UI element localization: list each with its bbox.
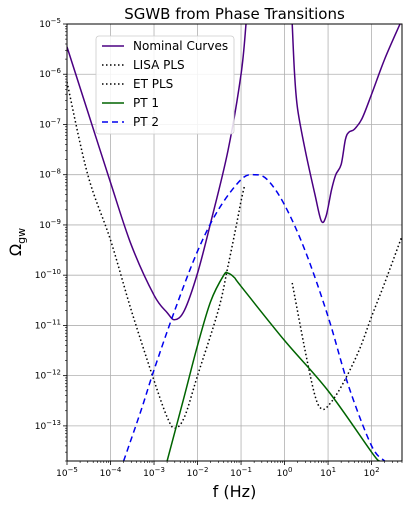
x-axis-label: f (Hz) <box>213 482 257 501</box>
x-tick-label: 10−4 <box>100 466 122 479</box>
x-tick-label-exponent: −3 <box>155 466 165 474</box>
y-tick-label: 10−6 <box>39 67 61 80</box>
x-tick-label: 102 <box>364 466 380 479</box>
x-tick-label-base: 10 <box>56 469 68 479</box>
y-tick-label-base: 10 <box>39 171 51 181</box>
x-tick-label: 10−3 <box>143 466 165 479</box>
y-tick-label-exponent: −10 <box>46 268 61 276</box>
series-line <box>166 271 380 461</box>
ticks: 10−5 10−4 10−3 10−2 10−1 100 101 10210−1310−121… <box>35 17 403 479</box>
x-tick-label-exponent: −1 <box>242 466 252 474</box>
y-tick-label-exponent: −13 <box>46 419 61 427</box>
x-tick-label-exponent: 2 <box>375 466 379 474</box>
y-tick-label-exponent: −8 <box>51 168 61 176</box>
y-tick-label: 10−9 <box>39 218 61 231</box>
series-lisa-pls <box>67 81 246 429</box>
x-tick-label: 100 <box>277 466 293 479</box>
chart-title: SGWB from Phase Transitions <box>124 5 345 23</box>
legend-box <box>95 35 235 135</box>
legend-label: ET PLS <box>133 77 173 91</box>
x-tick-label-exponent: −4 <box>111 466 122 474</box>
x-tick-label-base: 10 <box>100 469 112 479</box>
series-nominal-curves <box>67 24 401 321</box>
y-tick-label: 10−10 <box>35 268 61 281</box>
y-tick-label: 10−5 <box>39 17 61 30</box>
x-tick-label-base: 10 <box>187 469 199 479</box>
x-tick-label-base: 10 <box>143 469 155 479</box>
y-tick-label-exponent: −7 <box>51 117 61 125</box>
x-tick-label-exponent: 0 <box>288 466 292 474</box>
legend-label: Nominal Curves <box>133 39 228 53</box>
series-pt-1 <box>166 271 380 461</box>
series-line <box>122 173 386 461</box>
y-tick-label-base: 10 <box>35 372 47 382</box>
y-tick-label-exponent: −11 <box>46 318 61 326</box>
y-axis-label-subscript: gw <box>15 228 28 244</box>
y-tick-label: 10−12 <box>35 369 61 382</box>
x-tick-label-base: 10 <box>277 469 289 479</box>
x-tick-label-exponent: −2 <box>198 466 208 474</box>
x-tick-label: 10−2 <box>187 466 209 479</box>
series-layer <box>67 24 402 461</box>
series-line <box>291 24 401 224</box>
x-tick-label: 101 <box>320 466 336 479</box>
y-tick-label-base: 10 <box>39 221 51 231</box>
y-tick-label-base: 10 <box>35 321 47 331</box>
y-tick-label-base: 10 <box>35 422 47 432</box>
y-axis-label-base: Ω <box>6 244 25 256</box>
legend-label: LISA PLS <box>133 58 185 72</box>
x-tick-label: 10−5 <box>56 466 78 479</box>
x-tick-label-base: 10 <box>364 469 376 479</box>
y-tick-label-exponent: −12 <box>46 369 61 377</box>
y-tick-label-base: 10 <box>35 271 47 281</box>
x-tick-label: 10−1 <box>230 466 252 479</box>
y-tick-label: 10−11 <box>35 318 61 331</box>
y-tick-label: 10−8 <box>39 168 61 181</box>
y-tick-label-base: 10 <box>39 70 51 80</box>
y-tick-label: 10−13 <box>35 419 61 432</box>
y-axis-label: Ωgw <box>6 228 28 256</box>
x-tick-label-base: 10 <box>320 469 332 479</box>
x-tick-label-exponent: 1 <box>332 466 336 474</box>
y-tick-label-base: 10 <box>39 20 51 30</box>
series-line <box>67 81 246 429</box>
y-tick-label-exponent: −5 <box>51 17 61 25</box>
y-tick-label-exponent: −9 <box>51 218 61 226</box>
y-tick-label: 10−7 <box>39 117 61 130</box>
x-tick-label-base: 10 <box>230 469 242 479</box>
series-line <box>67 24 247 321</box>
y-tick-label-base: 10 <box>39 120 51 130</box>
x-tick-label-exponent: −5 <box>68 466 78 474</box>
series-pt-2 <box>122 173 386 461</box>
y-tick-label-exponent: −6 <box>51 67 62 75</box>
legend-label: PT 2 <box>133 115 159 129</box>
legend-label: PT 1 <box>133 96 159 110</box>
legend: Nominal Curves LISA PLS ET PLS PT 1 PT 2 <box>95 35 235 135</box>
